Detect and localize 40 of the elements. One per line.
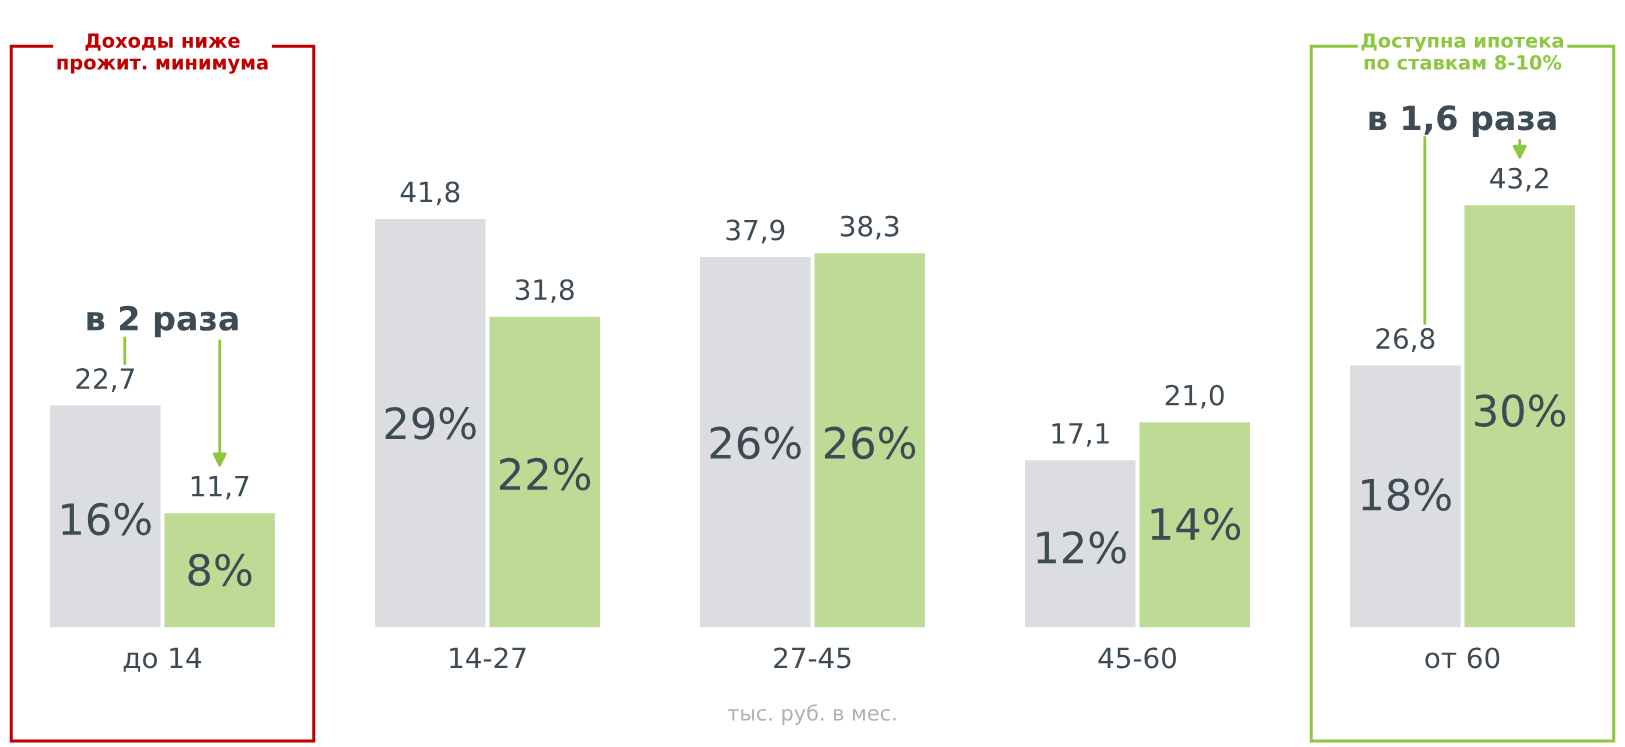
annotation: 22% [500,457,591,491]
x-tick-label: 14-27 [450,647,526,669]
text: в 1,6 раза [1369,105,1556,137]
annotation: 26% [710,426,801,460]
x-tick-label: 45-60 [1098,647,1177,669]
data-label: 21,0 [1165,384,1224,409]
bar [1350,365,1461,628]
bar [375,218,486,628]
bar [700,257,811,628]
bar [1139,422,1250,628]
annotation: 8% [188,553,252,587]
data-label: 26,8 [1376,328,1435,352]
annotation: 12% [1037,531,1126,564]
annotation: 30% [1475,394,1566,427]
bar [814,253,925,628]
x-axis-title: тыс. руб. в мес. [727,704,896,725]
annotation: 29% [385,407,476,440]
data-label: 22,7 [76,368,134,392]
data-label: 41,8 [400,181,460,206]
bar [1464,205,1575,628]
bar [164,513,275,628]
data-label: 17,1 [1052,423,1109,447]
bar [489,316,600,628]
data-label: 43,2 [1490,167,1548,192]
text: Доступна ипотека по ставкам 8-10% [1361,33,1564,70]
data-label: 37,9 [726,219,785,244]
x-tick-label: 27-45 [774,647,851,669]
data-label: 11,7 [191,475,249,500]
annotation: 16% [62,502,151,536]
annotation: 14% [1151,507,1241,541]
bar [50,405,161,628]
annotation: 18% [1362,478,1451,511]
data-label: 31,8 [515,279,574,304]
text: Доходы ниже прожит. минимума [57,33,268,74]
annotation: 26% [825,426,916,460]
x-tick-label: до 14 [123,647,202,672]
x-tick-label: от 60 [1425,647,1500,669]
annotation: в 2 раза [87,305,238,338]
bar [1025,460,1136,628]
data-label: 38,3 [840,215,899,240]
